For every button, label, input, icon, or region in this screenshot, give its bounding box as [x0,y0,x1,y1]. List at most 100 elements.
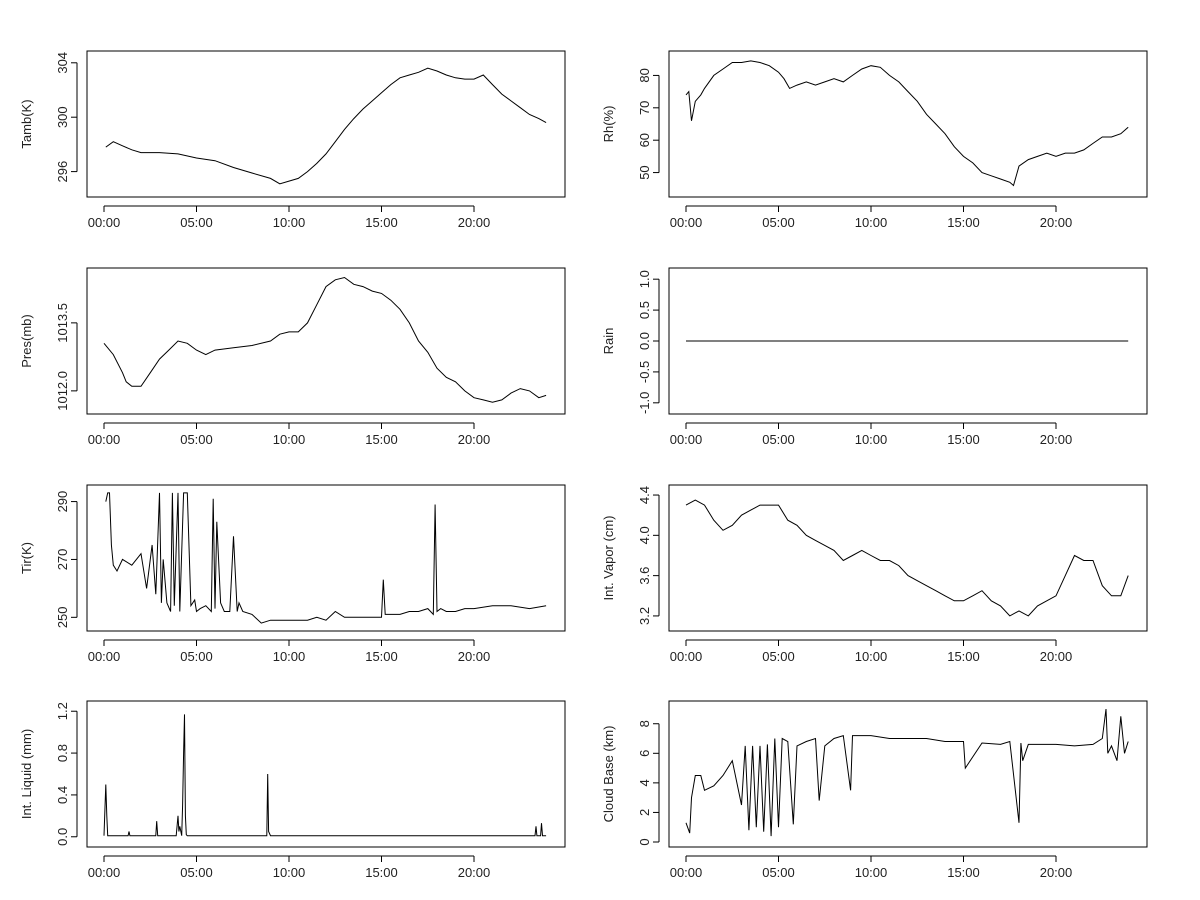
x-tick-label: 05:00 [762,432,795,447]
y-tick-label: 60 [637,133,652,147]
y-tick-label: 1012.0 [55,371,70,411]
series-line [105,67,547,185]
x-tick-label: 15:00 [947,865,980,880]
x-tick-label: 00:00 [670,215,703,230]
plot-frame [86,700,566,848]
y-tick-label: 80 [637,68,652,82]
x-tick-label: 00:00 [670,865,703,880]
x-tick-label: 00:00 [670,649,703,664]
y-axis-title: Pres(mb) [19,314,34,367]
y-tick-label: 304 [55,52,70,74]
x-tick-label: 00:00 [88,432,121,447]
x-tick-label: 00:00 [88,865,121,880]
x-tick-label: 20:00 [1040,432,1073,447]
x-tick-label: 10:00 [855,432,888,447]
x-tick-label: 15:00 [365,649,398,664]
x-tick-label: 10:00 [273,215,306,230]
y-tick-label: -1.0 [637,392,652,414]
y-tick-label: 70 [637,101,652,115]
series-line [105,492,547,624]
y-axis-title: Rh(%) [601,106,616,143]
x-tick-label: 15:00 [947,649,980,664]
y-tick-label: 6 [637,750,652,757]
y-axis-title: Int. Vapor (cm) [601,515,616,600]
series-line [103,714,547,837]
y-tick-label: 0.0 [637,332,652,350]
y-tick-label: 0 [637,838,652,845]
x-tick-label: 00:00 [670,432,703,447]
plot-frame [668,267,1148,415]
panel-5: 00:00 05:00 10:00 15:00 20:00 250 270 290 Tir(K) [19,484,566,664]
plot-frame [86,267,566,415]
x-tick-label: 05:00 [762,649,795,664]
y-tick-label: 300 [55,106,70,128]
y-axis-title: Tir(K) [19,542,34,574]
y-tick-label: 3.6 [637,567,652,585]
plot-frame [86,50,566,198]
y-tick-label: 2 [637,809,652,816]
x-tick-label: 15:00 [947,432,980,447]
x-tick-label: 00:00 [88,649,121,664]
x-tick-label: 20:00 [458,865,491,880]
y-tick-label: 270 [55,549,70,571]
y-tick-label: 3.2 [637,607,652,625]
series-line [685,708,1129,837]
y-tick-label: 4.0 [637,526,652,544]
x-tick-label: 15:00 [947,215,980,230]
x-tick-label: 15:00 [365,215,398,230]
x-tick-label: 10:00 [273,649,306,664]
x-tick-label: 05:00 [180,215,213,230]
x-tick-label: 20:00 [1040,649,1073,664]
y-tick-label: 0.0 [55,828,70,846]
y-tick-label: 50 [637,165,652,179]
y-axis-title: Tamb(K) [19,99,34,148]
y-axis-title: Cloud Base (km) [601,726,616,823]
y-tick-label: 0.5 [637,301,652,319]
x-tick-label: 05:00 [762,215,795,230]
y-tick-label: 1013.5 [55,303,70,343]
y-tick-label: -0.5 [637,361,652,383]
y-tick-label: 296 [55,161,70,183]
panel-7: 00:00 05:00 10:00 15:00 20:00 0.0 0.4 0.8 1.2 Int… [19,700,566,880]
x-tick-label: 20:00 [458,649,491,664]
y-tick-label: 1.2 [55,702,70,720]
y-tick-label: 4 [637,779,652,786]
plot-frame [86,484,566,632]
y-tick-label: 1.0 [637,270,652,288]
panel-2: 00:00 05:00 10:00 15:00 20:00 50 60 70 80 Rh(%) [601,50,1148,230]
x-tick-label: 05:00 [180,432,213,447]
x-tick-label: 10:00 [855,215,888,230]
x-tick-label: 10:00 [273,432,306,447]
y-axis-title: Int. Liquid (mm) [19,729,34,819]
y-tick-label: 290 [55,491,70,513]
x-tick-label: 10:00 [855,865,888,880]
panel-8: 00:00 05:00 10:00 15:00 20:00 0 2 4 6 8 Cloud Base… [601,700,1148,880]
y-tick-label: 0.8 [55,744,70,762]
y-tick-label: 8 [637,720,652,727]
x-tick-label: 20:00 [458,215,491,230]
panel-3: 00:00 05:00 10:00 15:00 20:00 1012.0 1013.5 Pre… [19,267,566,447]
x-tick-label: 10:00 [855,649,888,664]
series-line [685,499,1129,617]
y-axis-title: Rain [601,328,616,355]
x-tick-label: 20:00 [1040,215,1073,230]
plot-frame [668,50,1148,198]
y-tick-label: 4.4 [637,486,652,504]
y-tick-label: 0.4 [55,786,70,804]
x-tick-label: 20:00 [458,432,491,447]
plot-frame [668,700,1148,848]
x-tick-label: 15:00 [365,865,398,880]
x-tick-label: 00:00 [88,215,121,230]
x-tick-label: 20:00 [1040,865,1073,880]
panel-4: 00:00 05:00 10:00 15:00 20:00 -1.0 -0.5 0.0 0.5 1… [601,267,1148,447]
y-tick-label: 250 [55,606,70,628]
series-line [103,276,547,403]
panel-6: 00:00 05:00 10:00 15:00 20:00 3.2 3.6 4.0 4.4 Int… [601,484,1148,664]
panel-1: 00:00 05:00 10:00 15:00 20:00 296 300 304 Tamb(K… [19,50,566,230]
series-line [685,60,1129,187]
x-tick-label: 15:00 [365,432,398,447]
x-tick-label: 10:00 [273,865,306,880]
x-tick-label: 05:00 [180,865,213,880]
